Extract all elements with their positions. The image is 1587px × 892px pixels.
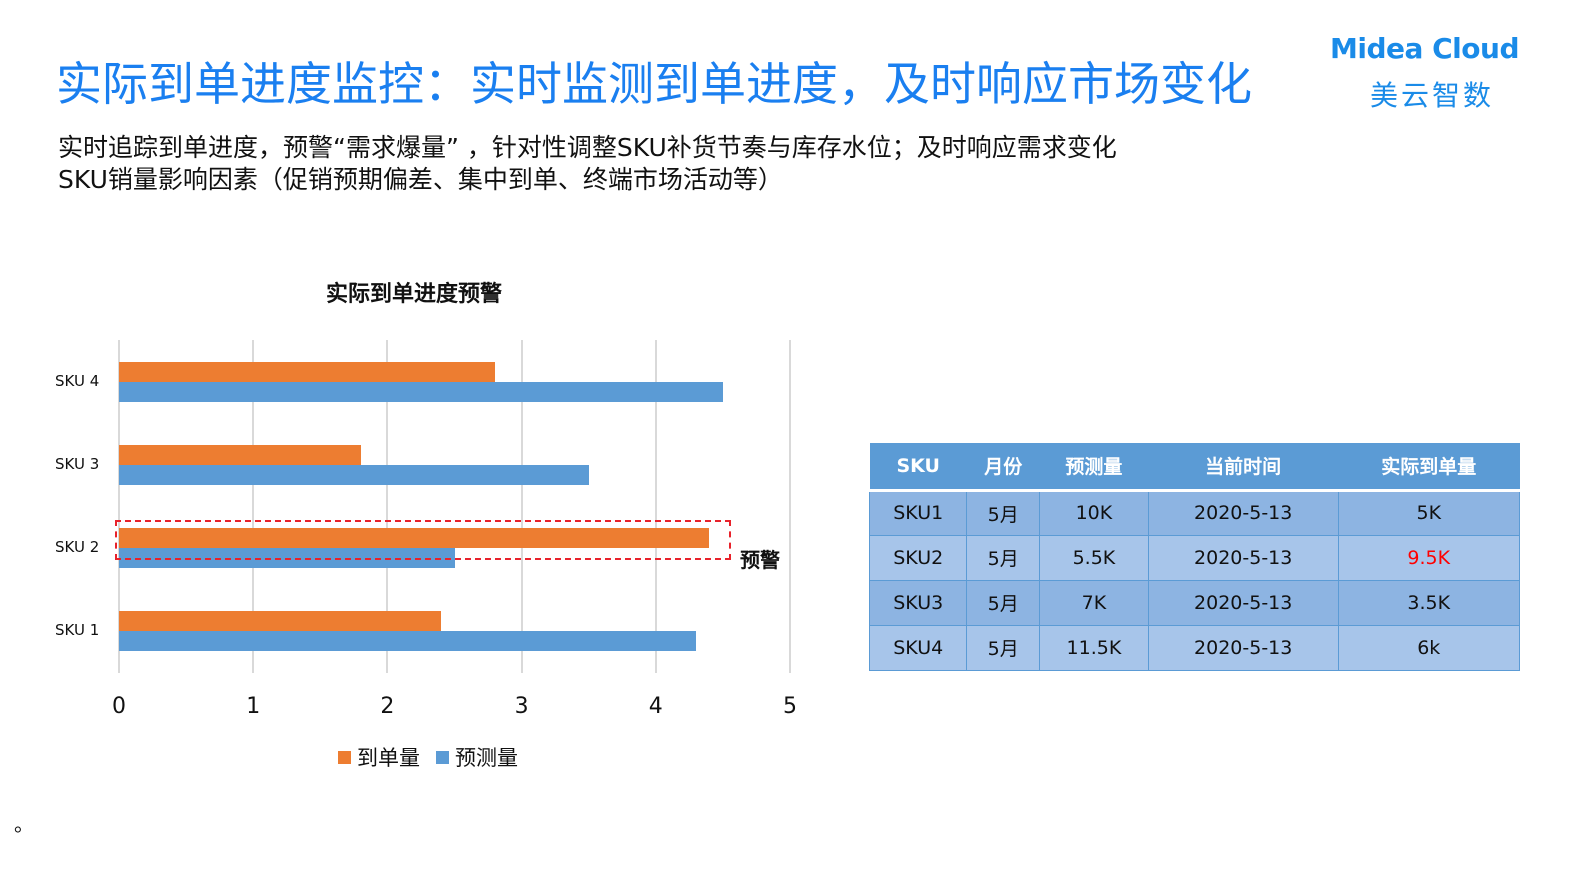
gridline bbox=[252, 340, 255, 673]
bar-sku-4-forecast bbox=[119, 381, 723, 402]
midea-cloud-logo: Midea Cloud 美云智数 bbox=[1330, 32, 1540, 112]
x-tick-label: 1 bbox=[246, 694, 261, 719]
column-header-actual-orders: 实际到单量 bbox=[1338, 443, 1520, 492]
legend-swatch-blue-icon bbox=[436, 750, 449, 764]
cell-forecast: 11.5K bbox=[1038, 624, 1149, 671]
cell-month: 5月 bbox=[966, 534, 1040, 581]
logo-text-cn: 美云智数 bbox=[1370, 79, 1495, 112]
logo-text-en: Midea Cloud bbox=[1330, 32, 1520, 65]
category-label: SKU 3 bbox=[55, 454, 100, 473]
legend-item-orders: 到单量 bbox=[338, 742, 420, 772]
legend-label: 预测量 bbox=[455, 746, 518, 770]
column-header-sku: SKU bbox=[869, 443, 967, 492]
gridline bbox=[654, 340, 657, 673]
cell-forecast: 10K bbox=[1038, 489, 1149, 536]
footnote-mark: 。 bbox=[14, 812, 34, 836]
page-title: 实际到单进度监控：实时监测到单进度，及时响应市场变化 bbox=[56, 57, 1252, 111]
table-row: SKU2 5月 5.5K 2020-5-13 9.5K bbox=[868, 534, 1521, 581]
bar-sku-3-forecast bbox=[119, 464, 589, 485]
gridline bbox=[118, 340, 120, 673]
cell-month: 5月 bbox=[966, 624, 1040, 671]
chart-title: 实际到单进度预警 bbox=[326, 282, 503, 307]
x-tick-label: 0 bbox=[112, 694, 126, 719]
gridline bbox=[386, 340, 389, 673]
cell-month: 5月 bbox=[966, 579, 1040, 626]
cell-time: 2020-5-13 bbox=[1147, 624, 1339, 671]
bar-chart-plot-area bbox=[118, 340, 791, 673]
subtitle-line-2: SKU销量影响因素（促销预期偏差、集中到单、终端市场活动等） bbox=[58, 165, 783, 194]
category-label: SKU 2 bbox=[55, 538, 100, 557]
legend-item-forecast: 预测量 bbox=[436, 742, 518, 772]
warning-highlight-box bbox=[115, 520, 731, 560]
subtitle-line-1: 实时追踪到单进度，预警“需求爆量” ，针对性调整SKU补货节奏与库存水位；及时响… bbox=[58, 133, 1117, 162]
cell-sku: SKU2 bbox=[868, 534, 968, 581]
gridline bbox=[789, 340, 791, 673]
warning-label: 预警 bbox=[740, 548, 780, 572]
gridline bbox=[520, 340, 523, 673]
table-header-row: SKU 月份 预测量 当前时间 实际到单量 bbox=[869, 443, 1520, 492]
cell-sku: SKU3 bbox=[868, 579, 968, 626]
table-row: SKU1 5月 10K 2020-5-13 5K bbox=[868, 489, 1521, 536]
cell-actual: 5K bbox=[1337, 489, 1521, 536]
chart-legend: 到单量 预测量 bbox=[338, 742, 534, 772]
bar-sku-4-orders bbox=[119, 361, 495, 382]
legend-swatch-orange-icon bbox=[338, 750, 351, 764]
column-header-month: 月份 bbox=[966, 443, 1040, 492]
cell-actual: 3.5K bbox=[1337, 579, 1521, 626]
cell-sku: SKU1 bbox=[868, 489, 968, 536]
cell-forecast: 5.5K bbox=[1038, 534, 1149, 581]
column-header-forecast: 预测量 bbox=[1039, 443, 1149, 492]
x-tick-label: 4 bbox=[648, 694, 663, 719]
legend-label: 到单量 bbox=[357, 746, 420, 770]
bar-sku-3-orders bbox=[119, 444, 361, 465]
table-row: SKU3 5月 7K 2020-5-13 3.5K bbox=[868, 579, 1521, 626]
cell-actual: 6k bbox=[1337, 624, 1521, 671]
cell-actual-alert: 9.5K bbox=[1337, 534, 1521, 581]
x-tick-label: 5 bbox=[783, 694, 797, 719]
cell-time: 2020-5-13 bbox=[1147, 489, 1339, 536]
x-tick-label: 3 bbox=[514, 694, 529, 719]
cell-month: 5月 bbox=[966, 489, 1040, 536]
cell-forecast: 7K bbox=[1038, 579, 1149, 626]
x-tick-label: 2 bbox=[380, 694, 395, 719]
cell-time: 2020-5-13 bbox=[1147, 534, 1339, 581]
subtitle: 实时追踪到单进度，预警“需求爆量” ，针对性调整SKU补货节奏与库存水位；及时响… bbox=[58, 132, 1117, 196]
category-label: SKU 1 bbox=[55, 621, 100, 640]
bar-sku-1-orders bbox=[119, 611, 442, 632]
bar-sku-2-orders bbox=[119, 528, 710, 549]
column-header-current-time: 当前时间 bbox=[1148, 443, 1339, 492]
cell-sku: SKU4 bbox=[868, 624, 968, 671]
table-row: SKU4 5月 11.5K 2020-5-13 6k bbox=[868, 624, 1521, 671]
sku-progress-table: SKU 月份 预测量 当前时间 实际到单量 SKU1 5月 10K 2020-5… bbox=[868, 443, 1521, 671]
category-label: SKU 4 bbox=[55, 371, 100, 390]
bar-sku-1-forecast bbox=[119, 631, 697, 652]
cell-time: 2020-5-13 bbox=[1147, 579, 1339, 626]
